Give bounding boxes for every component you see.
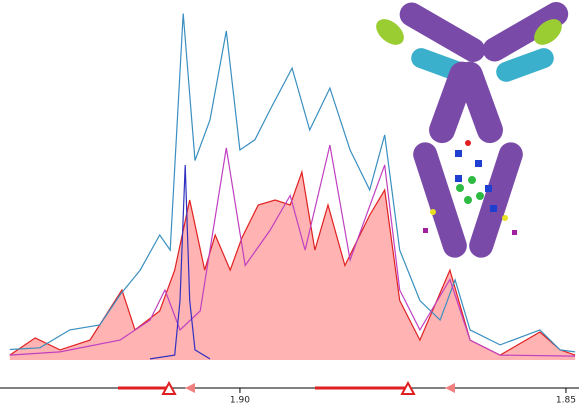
plot-area [9, 13, 576, 360]
x-tick-label: 1.85 [556, 396, 576, 406]
spectrum-line [9, 13, 576, 353]
range-markers [118, 380, 455, 395]
spectrum-line [149, 164, 211, 360]
spectrum-area [9, 172, 576, 360]
spectrum-line [9, 169, 576, 356]
x-tick-label: 1.90 [230, 396, 250, 406]
spectrum-line [9, 144, 576, 357]
antibody-illustration [376, 1, 569, 258]
